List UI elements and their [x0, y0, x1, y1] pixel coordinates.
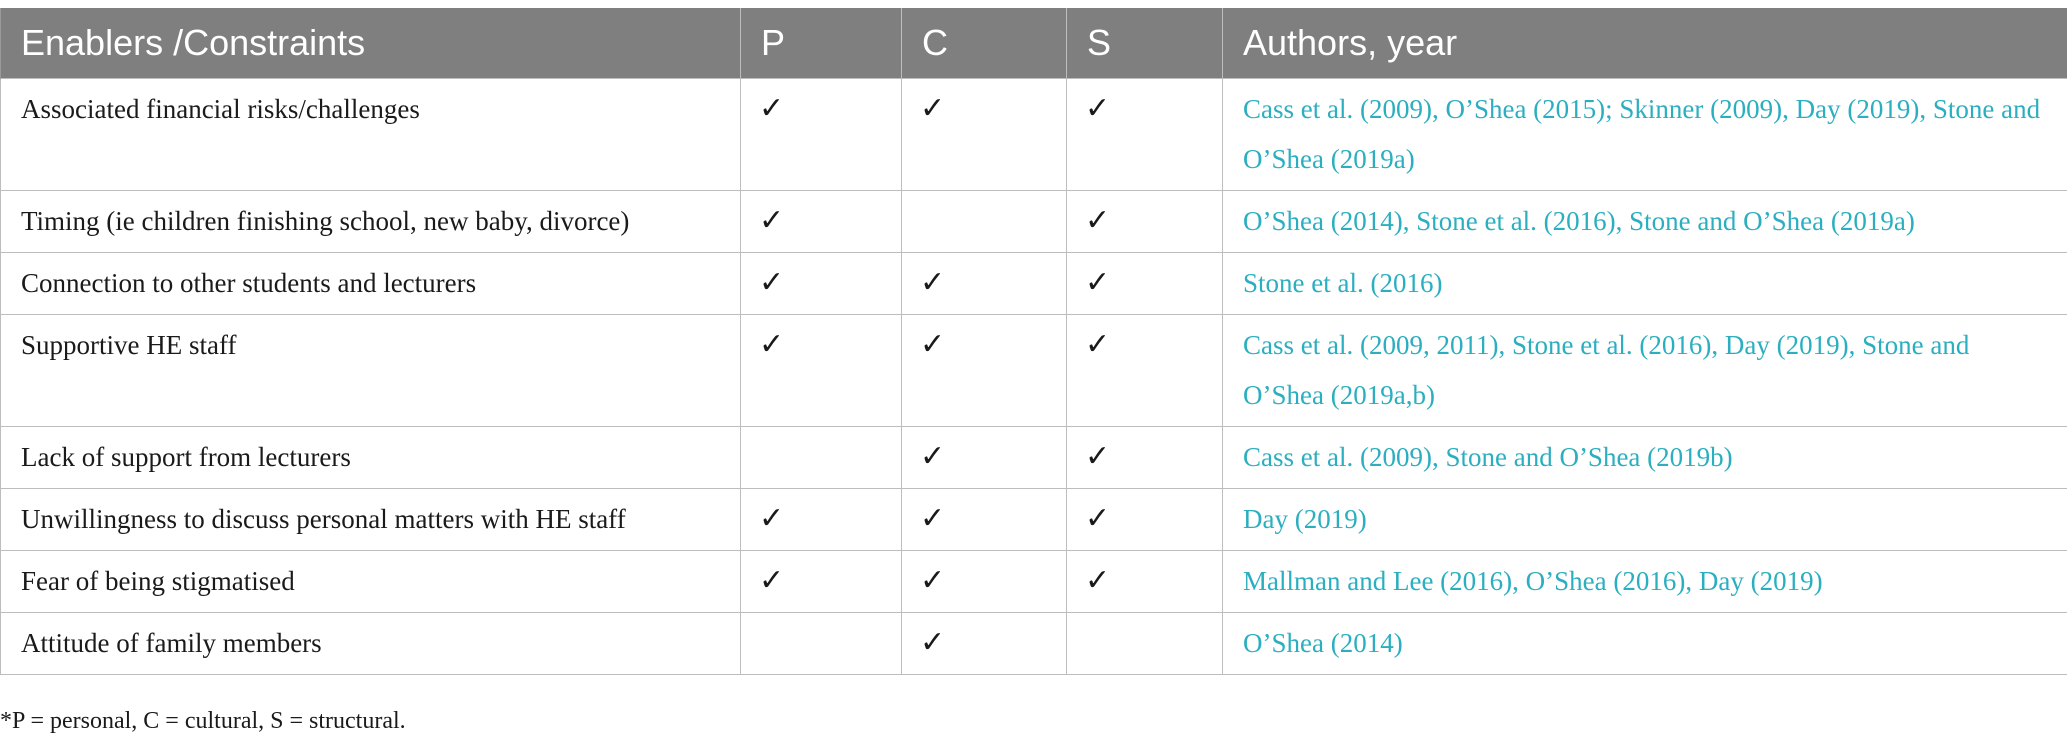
table-row: Supportive HE staff ✓ ✓ ✓ Cass et al. (2… — [0, 313, 2067, 427]
authors-link[interactable]: Cass et al. (2009), O’Shea (2015); Skinn… — [1222, 77, 2067, 191]
table-row: Timing (ie children finishing school, ne… — [0, 189, 2067, 253]
s-check-cell: ✓ — [1066, 313, 1223, 427]
p-check-cell — [740, 425, 902, 489]
p-check-cell: ✓ — [740, 313, 902, 427]
s-check-cell: ✓ — [1066, 77, 1223, 191]
header-p: P — [740, 8, 902, 78]
s-check-cell: ✓ — [1066, 549, 1223, 613]
table-footnote: *P = personal, C = cultural, S = structu… — [0, 708, 406, 734]
enabler-cell: Connection to other students and lecture… — [0, 251, 741, 315]
authors-link[interactable]: Mallman and Lee (2016), O’Shea (2016), D… — [1222, 549, 2067, 613]
table-row: Associated financial risks/challenges ✓ … — [0, 77, 2067, 191]
enabler-cell: Lack of support from lecturers — [0, 425, 741, 489]
c-check-cell — [901, 189, 1067, 253]
c-check-cell: ✓ — [901, 77, 1067, 191]
authors-link[interactable]: Day (2019) — [1222, 487, 2067, 551]
enabler-cell: Attitude of family members — [0, 611, 741, 675]
header-enablers: Enablers /Constraints — [0, 8, 741, 78]
header-s: S — [1066, 8, 1223, 78]
authors-link[interactable]: O’Shea (2014), Stone et al. (2016), Ston… — [1222, 189, 2067, 253]
c-check-cell: ✓ — [901, 611, 1067, 675]
table-row: Attitude of family members ✓ O’Shea (201… — [0, 611, 2067, 675]
enabler-cell: Fear of being stigmatised — [0, 549, 741, 613]
p-check-cell: ✓ — [740, 549, 902, 613]
enabler-cell: Supportive HE staff — [0, 313, 741, 427]
authors-link[interactable]: O’Shea (2014) — [1222, 611, 2067, 675]
table-row: Fear of being stigmatised ✓ ✓ ✓ Mallman … — [0, 549, 2067, 613]
table-row: Unwillingness to discuss personal matter… — [0, 487, 2067, 551]
c-check-cell: ✓ — [901, 425, 1067, 489]
s-check-cell: ✓ — [1066, 425, 1223, 489]
table-row: Lack of support from lecturers ✓ ✓ Cass … — [0, 425, 2067, 489]
c-check-cell: ✓ — [901, 313, 1067, 427]
table-header: Enablers /Constraints P C S Authors, yea… — [0, 8, 2067, 78]
s-check-cell: ✓ — [1066, 487, 1223, 551]
header-authors: Authors, year — [1222, 8, 2067, 78]
enabler-cell: Unwillingness to discuss personal matter… — [0, 487, 741, 551]
p-check-cell: ✓ — [740, 77, 902, 191]
p-check-cell: ✓ — [740, 251, 902, 315]
p-check-cell — [740, 611, 902, 675]
header-c: C — [901, 8, 1067, 78]
c-check-cell: ✓ — [901, 251, 1067, 315]
authors-link[interactable]: Cass et al. (2009, 2011), Stone et al. (… — [1222, 313, 2067, 427]
p-check-cell: ✓ — [740, 189, 902, 253]
authors-link[interactable]: Stone et al. (2016) — [1222, 251, 2067, 315]
authors-link[interactable]: Cass et al. (2009), Stone and O’Shea (20… — [1222, 425, 2067, 489]
s-check-cell: ✓ — [1066, 189, 1223, 253]
c-check-cell: ✓ — [901, 487, 1067, 551]
header-row: Enablers /Constraints P C S Authors, yea… — [0, 8, 2067, 78]
c-check-cell: ✓ — [901, 549, 1067, 613]
p-check-cell: ✓ — [740, 487, 902, 551]
s-check-cell — [1066, 611, 1223, 675]
table-row: Connection to other students and lecture… — [0, 251, 2067, 315]
table-body: Associated financial risks/challenges ✓ … — [0, 77, 2067, 675]
s-check-cell: ✓ — [1066, 251, 1223, 315]
enabler-cell: Timing (ie children finishing school, ne… — [0, 189, 741, 253]
enabler-cell: Associated financial risks/challenges — [0, 77, 741, 191]
enablers-constraints-table: Enablers /Constraints P C S Authors, yea… — [0, 8, 2067, 675]
